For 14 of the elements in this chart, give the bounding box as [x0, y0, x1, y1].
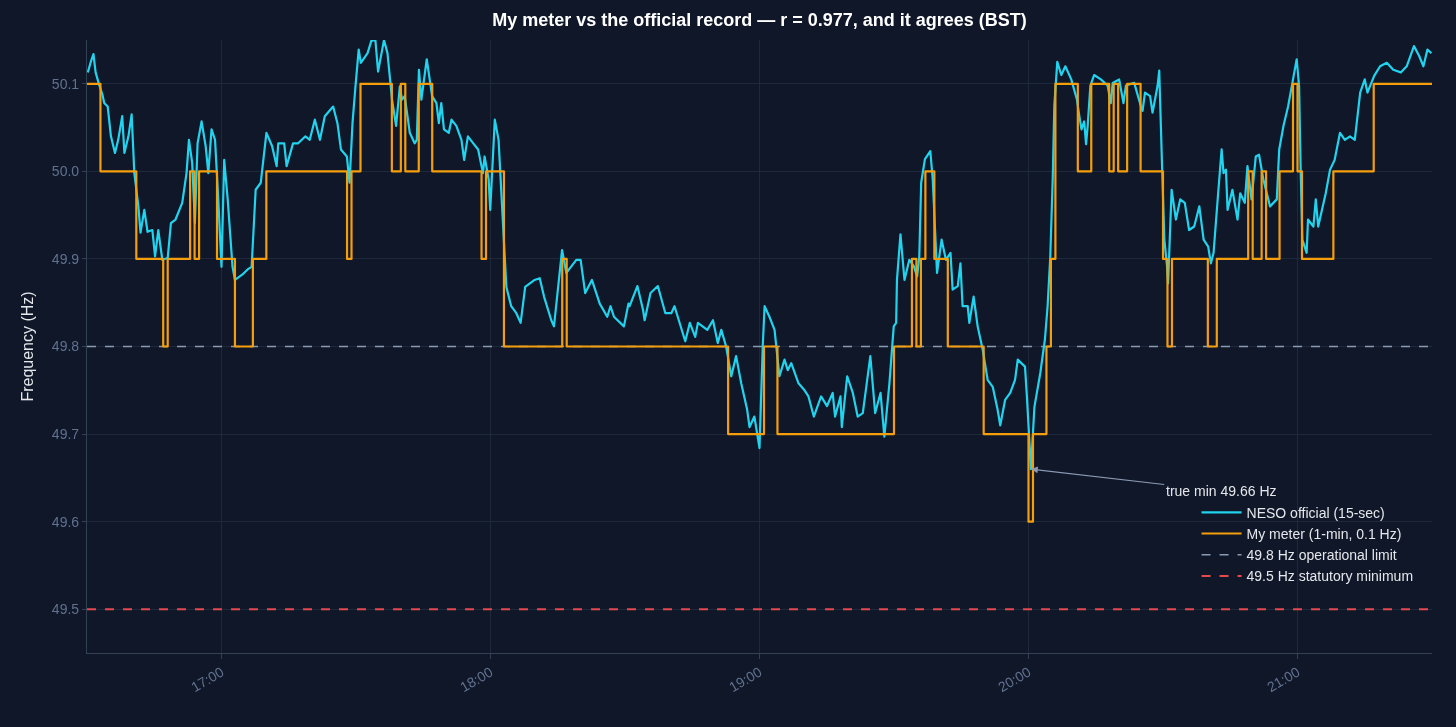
- legend-label: NESO official (15-sec): [1246, 504, 1385, 521]
- legend-label: 49.5 Hz statutory minimum: [1246, 568, 1414, 585]
- y-tick-label: 50.1: [51, 75, 80, 92]
- y-tick-label: 49.9: [51, 250, 80, 267]
- y-axis-title: Frequency (Hz): [18, 291, 36, 402]
- legend-label: My meter (1-min, 0.1 Hz): [1246, 525, 1402, 542]
- y-tick-label: 50.0: [51, 163, 80, 180]
- y-tick-label: 49.5: [51, 601, 80, 618]
- y-tick-label: 49.8: [51, 338, 80, 355]
- y-tick-label: 49.7: [51, 425, 80, 442]
- annotation: true min 49.66 Hz: [1166, 483, 1277, 499]
- y-tick-label: 49.6: [51, 513, 80, 530]
- legend-label: 49.8 Hz operational limit: [1246, 547, 1397, 564]
- chart-title: My meter vs the official record — r = 0.977, and it agrees (BST): [492, 10, 1027, 31]
